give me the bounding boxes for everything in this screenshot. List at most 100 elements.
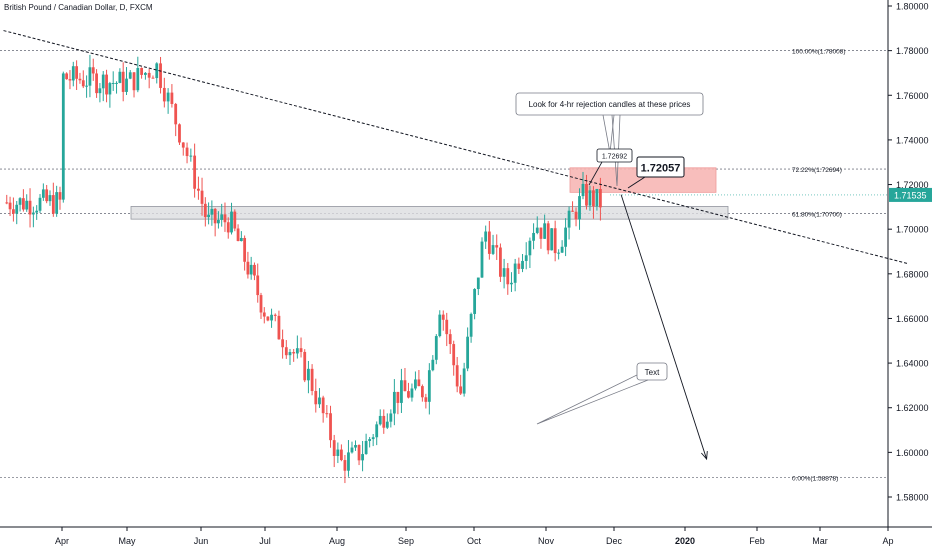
- candle-body: [535, 227, 539, 233]
- candle-body: [524, 255, 528, 261]
- y-tick-label: 1.74000: [896, 135, 929, 145]
- y-tick-label: 1.78000: [896, 46, 929, 56]
- candle-body: [567, 210, 571, 228]
- y-tick-label: 1.72000: [896, 180, 929, 190]
- candle-body: [528, 240, 532, 256]
- candle-body: [140, 68, 144, 75]
- candle-body: [571, 210, 574, 212]
- price-label-big: 1.72057: [641, 163, 681, 175]
- candle-body: [539, 227, 543, 239]
- candle-body: [230, 211, 233, 233]
- candle-body: [270, 314, 273, 321]
- candle-body: [193, 155, 197, 189]
- candle-body: [38, 197, 42, 211]
- candle-body: [599, 188, 602, 208]
- candle-body: [336, 449, 340, 456]
- candle-body: [595, 188, 599, 207]
- candle-body: [484, 231, 488, 242]
- candle-body: [506, 268, 510, 285]
- candle-body: [61, 73, 65, 200]
- candle-body: [249, 264, 253, 275]
- candle-body: [226, 222, 230, 233]
- candle-body: [284, 347, 288, 356]
- price-label-big-pointer: [627, 176, 646, 189]
- callout-box: [515, 92, 704, 116]
- candle-body: [389, 413, 393, 422]
- y-tick-label: 1.70000: [896, 225, 929, 235]
- candle-body: [31, 212, 35, 215]
- candle-body: [259, 295, 263, 313]
- candle-body: [491, 245, 495, 254]
- candle-body: [424, 397, 428, 402]
- callout-pointer: [611, 114, 621, 187]
- candle-body: [246, 261, 250, 275]
- candle-body: [210, 208, 214, 215]
- candle-body: [403, 380, 407, 392]
- candle-body: [15, 204, 19, 214]
- arrow-head: [701, 451, 708, 461]
- candle-body: [213, 208, 217, 224]
- y-tick-label: 1.64000: [896, 359, 929, 369]
- candle-body: [118, 71, 122, 83]
- candle-body: [95, 73, 98, 94]
- candle-body: [448, 334, 452, 345]
- candle-body: [281, 339, 285, 348]
- candle-body: [441, 314, 445, 320]
- candle-body: [71, 66, 75, 81]
- candle-body: [347, 452, 350, 471]
- callout-text: Look for 4-hr rejection candles at these…: [529, 100, 691, 109]
- candle-body: [499, 247, 502, 277]
- candle-body: [200, 190, 204, 204]
- candle-body: [371, 437, 375, 440]
- x-tick-label: Dec: [606, 536, 623, 546]
- candle-body: [85, 85, 88, 87]
- candle-body: [166, 92, 170, 102]
- candle-body: [28, 200, 32, 215]
- candle-body: [68, 79, 72, 81]
- candle-body: [108, 83, 112, 95]
- candle-body: [273, 314, 277, 316]
- candle-body: [332, 440, 336, 456]
- candle-body: [292, 352, 296, 354]
- candle-body: [329, 413, 332, 441]
- candle-body: [128, 72, 132, 79]
- candle-body: [550, 228, 554, 251]
- candle-body: [75, 66, 79, 79]
- candle-body: [203, 203, 207, 218]
- x-tick-label: Nov: [538, 536, 555, 546]
- y-tick-label: 1.80000: [896, 2, 929, 12]
- candle-body: [407, 391, 410, 398]
- candle-body: [65, 73, 69, 80]
- candle-body: [455, 365, 459, 387]
- price-label-small-pointer: [588, 161, 603, 186]
- candle-body: [41, 189, 45, 198]
- candle-body: [557, 252, 561, 254]
- candle-body: [417, 379, 421, 387]
- candle-body: [91, 67, 95, 74]
- projection-arrow: [620, 194, 708, 460]
- x-tick-label: Sep: [398, 536, 414, 546]
- candle-body: [462, 368, 466, 394]
- x-tick-label: Aug: [329, 536, 345, 546]
- candle-body: [382, 415, 386, 428]
- candle-body: [81, 80, 85, 87]
- candle-body: [361, 454, 364, 461]
- candle-body: [354, 445, 357, 448]
- price-label-small-box: [596, 148, 633, 163]
- candle-body: [378, 415, 382, 425]
- candle-body: [78, 78, 82, 81]
- candle-body: [189, 155, 193, 157]
- candle-body: [517, 263, 521, 269]
- candle-body: [155, 63, 159, 79]
- candle-body: [364, 440, 368, 455]
- candle-body: [178, 124, 181, 143]
- candle-body: [256, 275, 260, 296]
- candle-body: [513, 263, 517, 283]
- candle-body: [318, 397, 321, 405]
- candle-body: [476, 277, 480, 290]
- candle-body: [207, 214, 210, 218]
- price-label-big-box: [636, 156, 685, 178]
- candle-body: [392, 391, 396, 414]
- candle-body: [578, 196, 581, 220]
